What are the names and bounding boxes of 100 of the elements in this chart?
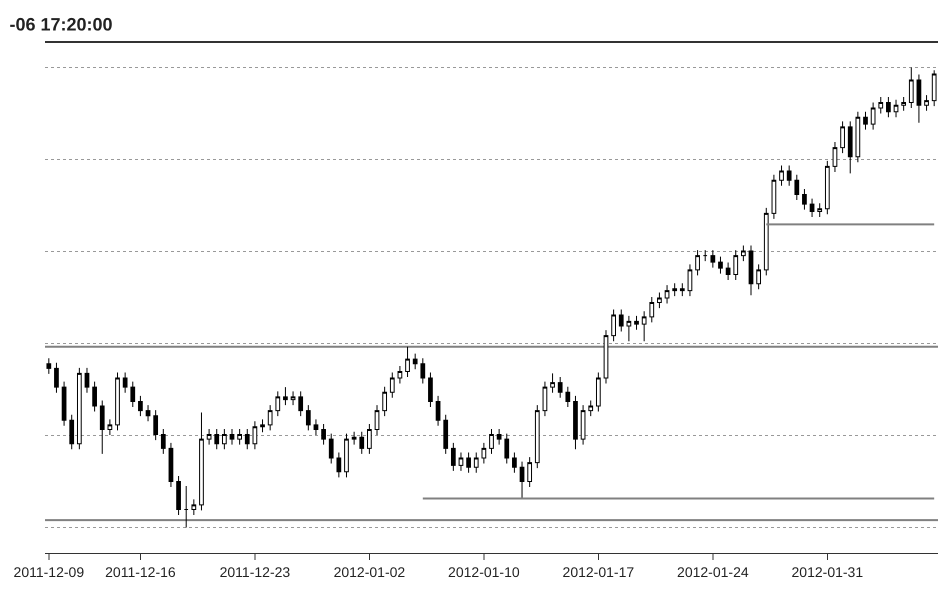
candlestick bbox=[153, 410, 158, 441]
candlestick bbox=[314, 418, 318, 436]
candlestick bbox=[878, 96, 884, 114]
candlestick bbox=[92, 381, 97, 412]
candlestick bbox=[252, 420, 258, 450]
candlestick bbox=[901, 96, 906, 112]
candlestick bbox=[573, 395, 578, 450]
candlestick bbox=[84, 367, 90, 394]
candlestick bbox=[604, 330, 608, 384]
candlestick bbox=[886, 96, 891, 118]
x-tick-label: 2011-12-16 bbox=[105, 564, 176, 580]
candlestick bbox=[741, 245, 746, 262]
candlestick bbox=[443, 414, 448, 454]
candlestick bbox=[680, 282, 685, 297]
candlestick bbox=[466, 452, 471, 474]
candlestick bbox=[191, 498, 196, 516]
candlestick bbox=[222, 428, 227, 450]
candlestick bbox=[664, 284, 670, 304]
candlestick bbox=[534, 404, 540, 469]
candlestick bbox=[275, 390, 280, 417]
x-tick-label: 2012-01-24 bbox=[677, 564, 749, 580]
candlestick bbox=[695, 250, 700, 276]
candlestick bbox=[718, 256, 723, 274]
candlestick bbox=[932, 70, 937, 107]
candlestick bbox=[611, 308, 616, 342]
candlestick bbox=[344, 433, 349, 478]
candlestick bbox=[184, 486, 189, 528]
x-tick-label: 2012-01-17 bbox=[562, 564, 634, 580]
x-tick-label: 2012-01-31 bbox=[792, 564, 864, 580]
candlestick bbox=[779, 165, 784, 186]
candlestick bbox=[626, 315, 632, 342]
candlestick bbox=[62, 381, 66, 426]
x-tick-label: 2011-12-23 bbox=[220, 564, 290, 580]
candlestick bbox=[764, 207, 769, 276]
candlestick bbox=[688, 264, 692, 297]
candlestick bbox=[542, 381, 548, 417]
candlestick bbox=[160, 428, 166, 454]
candlestick bbox=[298, 390, 304, 417]
candlestick bbox=[794, 174, 800, 200]
candlestick bbox=[199, 412, 204, 511]
candlestick bbox=[115, 372, 120, 431]
candlestick bbox=[122, 372, 128, 394]
candlestick bbox=[520, 461, 524, 498]
candlestick bbox=[550, 372, 555, 394]
candlestick bbox=[580, 404, 586, 446]
candlestick bbox=[802, 188, 807, 210]
candlestick bbox=[398, 366, 402, 384]
chart-title: -06 17:20:00 bbox=[9, 14, 113, 34]
candlestick bbox=[924, 94, 929, 112]
candlestick bbox=[382, 386, 388, 417]
candlestick bbox=[596, 372, 601, 412]
candlestick bbox=[848, 120, 853, 174]
candlestick bbox=[54, 362, 59, 394]
candlestick bbox=[474, 452, 479, 474]
candlestick bbox=[565, 386, 570, 408]
candlestick bbox=[832, 142, 838, 172]
candlestick bbox=[328, 433, 334, 464]
candlestick bbox=[374, 404, 380, 436]
candlestick bbox=[76, 367, 82, 450]
candlestick bbox=[588, 400, 594, 417]
candlestick bbox=[268, 404, 273, 431]
candlestick bbox=[367, 423, 372, 454]
candlestick bbox=[214, 428, 220, 450]
candlestick bbox=[817, 202, 822, 218]
candlestick bbox=[772, 174, 776, 220]
candlestick bbox=[352, 431, 356, 446]
candlestick bbox=[870, 102, 876, 130]
candlestick bbox=[69, 414, 74, 450]
candlestick bbox=[756, 264, 762, 290]
candlestick bbox=[176, 475, 181, 516]
candlestick bbox=[306, 404, 311, 431]
candlestick bbox=[855, 111, 860, 163]
candlestick bbox=[100, 400, 105, 454]
candlestick bbox=[748, 245, 754, 296]
candlestick bbox=[405, 346, 410, 378]
candlestick bbox=[527, 456, 532, 488]
candlestick bbox=[710, 250, 716, 268]
candlestick bbox=[894, 99, 898, 118]
candlestick bbox=[558, 376, 563, 398]
x-tick-label: 2011-12-09 bbox=[14, 564, 84, 580]
candlestick bbox=[390, 372, 395, 398]
candlestick bbox=[450, 442, 456, 472]
candlestick bbox=[138, 395, 143, 417]
candlestick bbox=[824, 160, 830, 215]
candlestick bbox=[230, 428, 234, 446]
candlestick bbox=[657, 292, 662, 309]
candlestick bbox=[702, 250, 708, 262]
candlestick bbox=[206, 428, 212, 446]
candlestick bbox=[489, 428, 494, 454]
candlestick bbox=[642, 310, 647, 342]
candlestick bbox=[496, 428, 502, 446]
candlestick bbox=[863, 111, 868, 130]
candlestick bbox=[634, 315, 639, 330]
candlestick bbox=[726, 262, 730, 281]
candlestick bbox=[649, 296, 654, 323]
candlestick bbox=[504, 433, 510, 464]
candlestick bbox=[168, 442, 174, 488]
candlestick bbox=[458, 452, 464, 472]
candlestick bbox=[321, 423, 326, 446]
candlestick bbox=[810, 198, 814, 218]
